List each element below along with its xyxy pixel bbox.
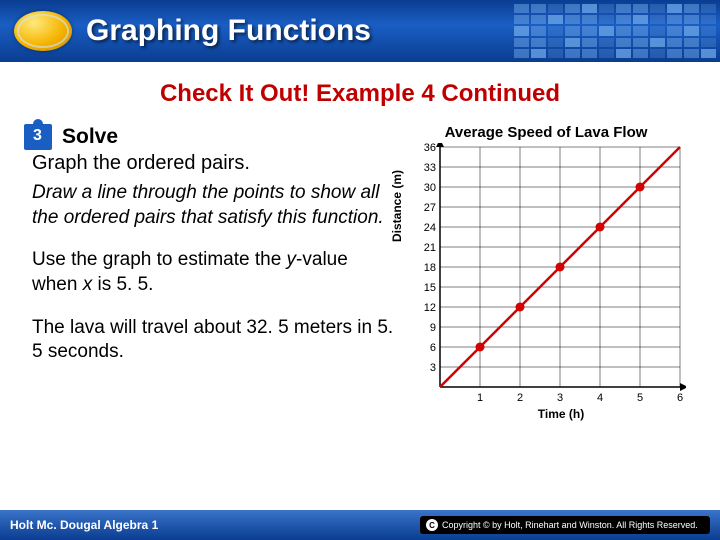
chart-ylabel: Distance (m) xyxy=(390,170,404,242)
svg-text:30: 30 xyxy=(424,182,436,194)
svg-text:4: 4 xyxy=(597,392,603,404)
footer-bar: Holt Mc. Dougal Algebra 1 C Copyright © … xyxy=(0,510,720,540)
footer-text: Holt Mc. Dougal Algebra 1 xyxy=(10,518,158,532)
copyright-badge: C Copyright © by Holt, Rinehart and Wins… xyxy=(420,516,710,534)
prompt-yvar: y xyxy=(287,249,297,270)
step-instruction: Graph the ordered pairs. xyxy=(32,152,394,175)
copyright-text: Copyright © by Holt, Rinehart and Winsto… xyxy=(442,520,698,530)
svg-text:6: 6 xyxy=(677,392,683,404)
chart-title: Average Speed of Lava Flow xyxy=(396,124,696,141)
copyright-icon: C xyxy=(426,519,438,531)
svg-text:6: 6 xyxy=(430,342,436,354)
chart-svg: 369121518212427303336123456 xyxy=(396,143,686,405)
svg-text:24: 24 xyxy=(424,222,436,234)
svg-text:36: 36 xyxy=(424,143,436,154)
prompt-a: Use the graph to estimate the xyxy=(32,249,287,270)
svg-text:3: 3 xyxy=(557,392,563,404)
svg-text:21: 21 xyxy=(424,242,436,254)
svg-text:18: 18 xyxy=(424,262,436,274)
prompt-c: is 5. 5. xyxy=(92,274,153,295)
svg-text:27: 27 xyxy=(424,202,436,214)
step-note: Draw a line through the points to show a… xyxy=(32,181,394,230)
svg-text:1: 1 xyxy=(477,392,483,404)
svg-text:2: 2 xyxy=(517,392,523,404)
svg-text:3: 3 xyxy=(430,362,436,374)
header-bar: Graphing Functions xyxy=(0,0,720,62)
chart-region: Average Speed of Lava Flow Distance (m) … xyxy=(396,124,696,421)
page-title: Graphing Functions xyxy=(86,14,371,48)
puzzle-icon xyxy=(24,124,52,150)
chart-xlabel: Time (h) xyxy=(396,407,696,421)
brand-logo-icon xyxy=(14,11,72,51)
step-prompt: Use the graph to estimate the y-value wh… xyxy=(32,248,394,297)
svg-text:15: 15 xyxy=(424,282,436,294)
svg-text:5: 5 xyxy=(637,392,643,404)
svg-text:12: 12 xyxy=(424,302,436,314)
svg-text:33: 33 xyxy=(424,162,436,174)
text-column: Solve Graph the ordered pairs. Draw a li… xyxy=(24,124,394,383)
step-answer: The lava will travel about 32. 5 meters … xyxy=(32,316,394,365)
prompt-xvar: x xyxy=(83,274,93,295)
header-pattern xyxy=(510,0,720,62)
section-subhead: Check It Out! Example 4 Continued xyxy=(0,80,720,108)
svg-text:9: 9 xyxy=(430,322,436,334)
step-row: Solve xyxy=(24,124,394,150)
step-label: Solve xyxy=(62,125,118,149)
